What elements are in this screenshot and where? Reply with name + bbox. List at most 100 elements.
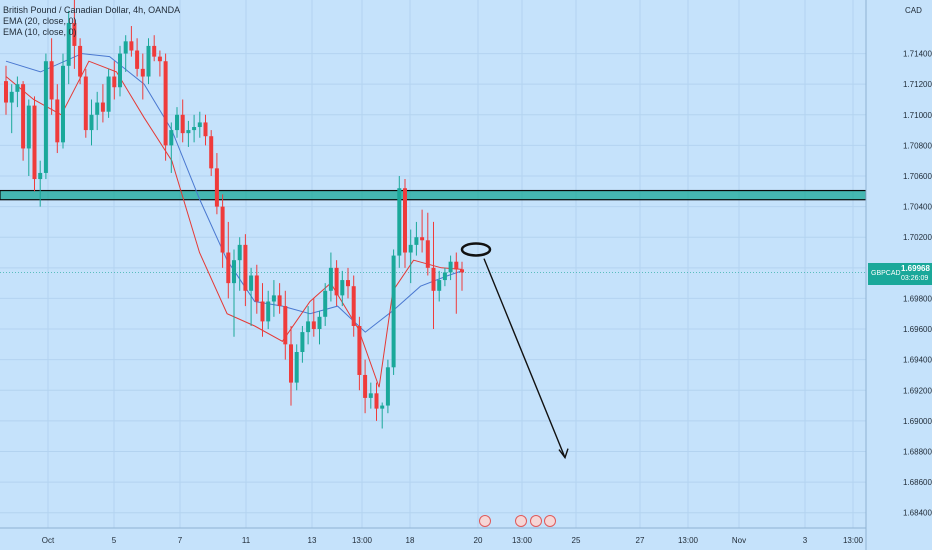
candle-down [283,306,288,345]
candle-down [129,41,134,51]
candle-up [385,367,390,406]
candle-up [197,122,202,128]
time-axis[interactable]: Oct 5 7 11 13 13:00 18 20 13:00 25 27 13:00 Nov 3 13:0… [0,527,866,545]
candle-down [289,344,293,383]
bar-countdown: 03:26:09 [901,275,929,282]
candle-down [454,261,459,270]
candle-up [437,280,442,291]
candle-down [72,22,77,46]
price-tick-label: 1.71000 [903,111,932,120]
symbol-label: GBPCAD [871,270,901,277]
arrow-line [483,258,566,458]
grid-lines [0,0,866,528]
candle-up [237,244,242,261]
candle-up [66,22,71,66]
candle-down [209,136,214,169]
candle-down [100,102,105,112]
candle-up [306,321,311,333]
price-tick-label: 1.69200 [903,386,932,395]
legend-title[interactable]: British Pound / Canadian Dollar, 4h, OAN… [3,5,181,15]
candle-up [323,290,328,317]
candle-up [340,280,345,296]
candle-up [61,65,65,143]
candle-down [277,295,282,307]
candle-up [118,53,122,88]
candle-up [414,237,419,245]
candle-up [15,84,20,92]
time-tick-label: 25 [572,536,581,545]
candle-up [192,127,197,131]
currency-label: CAD [905,6,922,15]
candle-up [408,244,413,253]
candle-up [271,295,276,302]
price-tick-label: 1.69800 [903,294,932,303]
candle-down [152,45,157,57]
candle-up [186,130,191,134]
candle-down [346,280,350,287]
candle-up [391,255,396,368]
time-tick-label: 13:00 [352,536,373,545]
candle-up [232,260,236,284]
price-tick-label: 1.71200 [903,80,932,89]
candle-down [163,61,168,146]
price-tick-label: 1.68800 [903,447,932,456]
candle-up [317,316,322,330]
event-icon[interactable] [530,515,542,527]
candle-up [146,45,151,77]
candle-up [368,393,373,398]
time-tick-label: 27 [636,536,645,545]
price-tick-label: 1.68600 [903,478,932,487]
candle-up [397,188,402,256]
resistance-zone-rect [0,189,867,201]
candle-up [95,102,100,115]
price-tick-label: 1.70400 [903,203,932,212]
price-tick-label: 1.69600 [903,325,932,334]
candle-down [4,81,8,103]
time-tick-label: Nov [732,536,746,545]
candle-down [334,267,339,296]
time-tick-label: 13:00 [843,536,864,545]
time-tick-label: 13 [308,536,317,545]
time-tick-label: 20 [474,536,483,545]
price-tick-label: 1.69400 [903,356,932,365]
candle-up [380,405,385,409]
candle-up [448,261,453,273]
time-tick-label: 13:00 [512,536,533,545]
candle-down [112,76,117,88]
legend-ema-20[interactable]: EMA (20, close, 0) [3,16,77,26]
price-tick-label: 1.68400 [903,509,932,518]
candle-down [425,240,430,268]
candle-down [460,269,464,273]
candle-up [266,301,271,322]
arrow-head [558,448,569,460]
candle-down [254,275,259,302]
candle-down [203,122,208,137]
legend-ema-10[interactable]: EMA (10, close, 0) [3,27,77,37]
resistance-zone [0,189,867,201]
candle-down [260,301,265,322]
candle-up [43,61,48,173]
event-icon[interactable] [479,515,491,527]
event-icon[interactable] [544,515,556,527]
candle-down [226,252,231,284]
event-icon[interactable] [515,515,527,527]
price-tick-label: 1.70600 [903,172,932,181]
candle-down [55,99,60,143]
price-tick-label: 1.69000 [903,417,932,426]
candle-up [123,41,128,54]
candle-down [403,188,407,253]
price-tick-label: 1.70200 [903,233,932,242]
candle-up [106,76,111,112]
time-tick-label: 7 [178,536,183,545]
ellipse-annotation [460,242,492,257]
candle-down [351,286,356,326]
time-tick-label: 3 [803,536,808,545]
candle-down [214,168,219,207]
candle-down [243,244,248,291]
candle-down [357,325,362,375]
time-tick-label: 18 [406,536,415,545]
candle-down [32,105,37,180]
